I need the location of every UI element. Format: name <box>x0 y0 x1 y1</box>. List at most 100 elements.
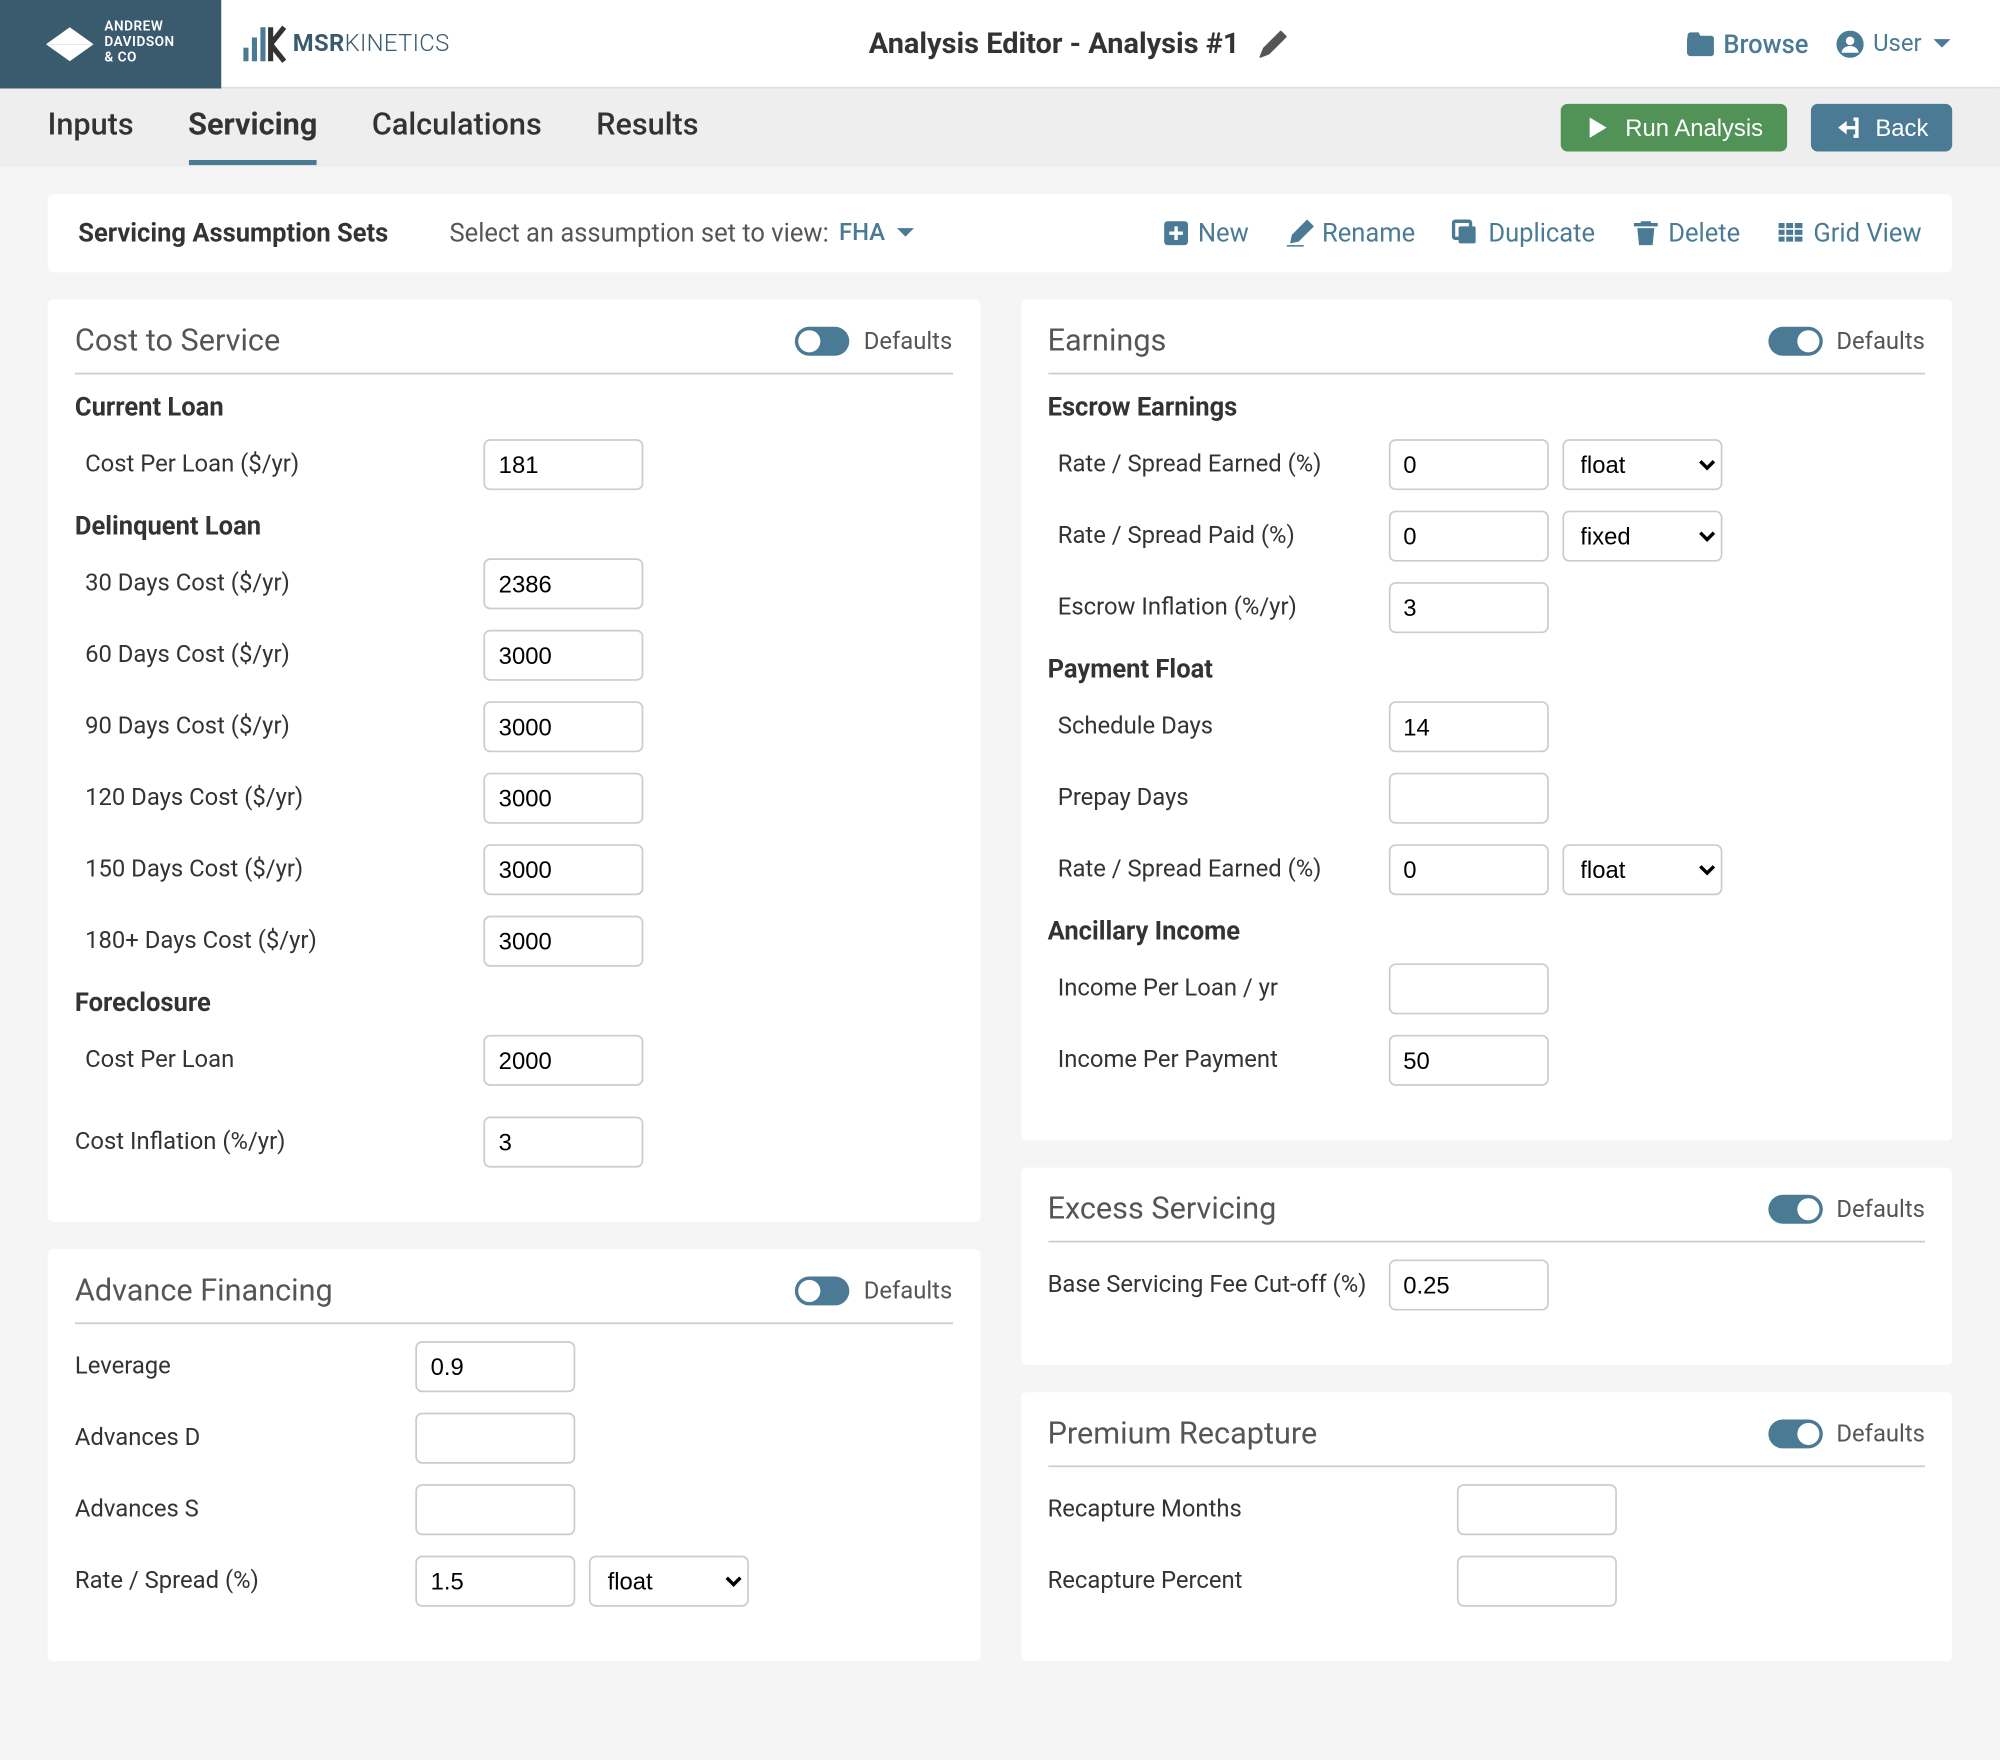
toolbar-actions: New Rename Duplicate Delete Grid View <box>1162 218 1921 249</box>
card-title: Earnings <box>1048 323 1167 359</box>
tab-calculations[interactable]: Calculations <box>372 90 542 165</box>
defaults-toggle[interactable] <box>1768 327 1822 356</box>
grid-view-button[interactable]: Grid View <box>1778 218 1922 249</box>
recapture-months-input[interactable] <box>1456 1484 1616 1535</box>
assumption-select[interactable]: FHA <box>839 220 916 247</box>
recapture-months-label: Recapture Months <box>1048 1496 1456 1523</box>
defaults-label: Defaults <box>864 328 953 355</box>
premium-recapture-card: Premium Recapture Defaults Recapture Mon… <box>1020 1392 1952 1661</box>
inc-pay-input[interactable] <box>1388 1035 1548 1086</box>
d180-label: 180+ Days Cost ($/yr) <box>75 928 483 955</box>
advances-s-input[interactable] <box>415 1484 575 1535</box>
rename-button[interactable]: Rename <box>1286 218 1415 249</box>
defaults-toggle[interactable] <box>796 327 850 356</box>
tab-servicing[interactable]: Servicing <box>188 90 317 165</box>
play-icon <box>1584 114 1611 141</box>
trash-icon <box>1633 220 1660 247</box>
cost-per-loan-label: Cost Per Loan ($/yr) <box>75 451 483 478</box>
card-title: Premium Recapture <box>1048 1416 1318 1452</box>
escrow-earned-type-select[interactable]: float fixed <box>1562 439 1722 490</box>
new-button[interactable]: New <box>1162 218 1249 249</box>
edit-icon[interactable] <box>1260 30 1287 57</box>
tab-results[interactable]: Results <box>596 90 698 165</box>
browse-link[interactable]: Browse <box>1686 28 1809 59</box>
escrow-paid-type-select[interactable]: fixed float <box>1562 511 1722 562</box>
d150-input[interactable] <box>483 844 643 895</box>
pf-earned-type-select[interactable]: float fixed <box>1562 844 1722 895</box>
escrow-infl-label: Escrow Inflation (%/yr) <box>1048 594 1388 621</box>
chevron-down-icon <box>1932 37 1952 51</box>
user-menu[interactable]: User <box>1836 30 1953 57</box>
columns: Cost to Service Defaults Current Loan Co… <box>48 300 1953 1662</box>
advances-d-input[interactable] <box>415 1413 575 1464</box>
recapture-percent-input[interactable] <box>1456 1556 1616 1607</box>
plus-square-icon <box>1162 220 1189 247</box>
d180-input[interactable] <box>483 916 643 967</box>
inc-loan-input[interactable] <box>1388 963 1548 1014</box>
d120-label: 120 Days Cost ($/yr) <box>75 785 483 812</box>
card-title: Cost to Service <box>75 323 280 359</box>
card-title: Excess Servicing <box>1048 1191 1277 1227</box>
user-icon <box>1836 30 1863 57</box>
section-delinquent: Delinquent Loan <box>75 511 952 542</box>
diamond-icon <box>47 26 95 60</box>
delete-button[interactable]: Delete <box>1633 218 1741 249</box>
chevron-down-icon <box>895 226 915 240</box>
cost-inflation-input[interactable] <box>483 1117 643 1168</box>
defaults-toggle[interactable] <box>1768 1195 1822 1224</box>
escrow-earned-input[interactable] <box>1388 439 1548 490</box>
duplicate-button[interactable]: Duplicate <box>1453 218 1595 249</box>
d60-label: 60 Days Cost ($/yr) <box>75 642 483 669</box>
section-foreclosure: Foreclosure <box>75 987 952 1018</box>
brand-text-msr: MSRKINETICS <box>293 30 450 57</box>
d60-input[interactable] <box>483 630 643 681</box>
copy-icon <box>1453 220 1480 247</box>
app-header: ANDREW DAVIDSON & CO MSRKINETICS Analysi… <box>0 0 2000 89</box>
pf-earned-input[interactable] <box>1388 844 1548 895</box>
base-fee-input[interactable] <box>1388 1259 1548 1310</box>
header-actions: Browse User <box>1686 28 2000 59</box>
d90-input[interactable] <box>483 701 643 752</box>
escrow-earned-label: Rate / Spread Earned (%) <box>1048 451 1388 478</box>
back-button[interactable]: Back <box>1811 104 1952 152</box>
defaults-toggle[interactable] <box>1768 1419 1822 1448</box>
escrow-paid-label: Rate / Spread Paid (%) <box>1048 523 1388 550</box>
d30-input[interactable] <box>483 558 643 609</box>
prepay-days-label: Prepay Days <box>1048 785 1388 812</box>
brand-logo-msr: MSRKINETICS <box>221 23 470 64</box>
page-title: Analysis Editor - Analysis #1 <box>869 26 1240 60</box>
adv-rate-input[interactable] <box>415 1556 575 1607</box>
run-analysis-button[interactable]: Run Analysis <box>1561 104 1787 152</box>
adv-rate-type-select[interactable]: float fixed <box>589 1556 749 1607</box>
prepay-days-input[interactable] <box>1388 773 1548 824</box>
inc-pay-label: Income Per Payment <box>1048 1047 1388 1074</box>
d120-input[interactable] <box>483 773 643 824</box>
logo-block: ANDREW DAVIDSON & CO MSRKINETICS <box>0 0 470 88</box>
escrow-paid-input[interactable] <box>1388 511 1548 562</box>
inc-loan-label: Income Per Loan / yr <box>1048 975 1388 1002</box>
leverage-input[interactable] <box>415 1341 575 1392</box>
tabs-actions: Run Analysis Back <box>1561 104 1953 152</box>
excess-servicing-card: Excess Servicing Defaults Base Servicing… <box>1020 1168 1952 1365</box>
cost-inflation-label: Cost Inflation (%/yr) <box>75 1128 483 1155</box>
d150-label: 150 Days Cost ($/yr) <box>75 856 483 883</box>
main-tabs: Inputs Servicing Calculations Results <box>48 90 699 165</box>
defaults-toggle[interactable] <box>796 1277 850 1306</box>
tab-inputs[interactable]: Inputs <box>48 90 134 165</box>
cost-per-loan-input[interactable] <box>483 439 643 490</box>
base-fee-label: Base Servicing Fee Cut-off (%) <box>1048 1271 1388 1298</box>
defaults-label: Defaults <box>1836 1196 1925 1223</box>
defaults-label: Defaults <box>1836 328 1925 355</box>
pen-icon <box>1286 220 1313 247</box>
toolbar-title: Servicing Assumption Sets <box>78 218 388 249</box>
sched-days-input[interactable] <box>1388 701 1548 752</box>
brand-logo-ad: ANDREW DAVIDSON & CO <box>0 0 221 88</box>
pf-earned-label: Rate / Spread Earned (%) <box>1048 856 1388 883</box>
leverage-label: Leverage <box>75 1353 415 1380</box>
d30-label: 30 Days Cost ($/yr) <box>75 570 483 597</box>
brand-text-ad: ANDREW DAVIDSON & CO <box>104 21 174 66</box>
fc-cost-input[interactable] <box>483 1035 643 1086</box>
page-title-wrap: Analysis Editor - Analysis #1 <box>470 26 1686 60</box>
toolbar-select-label: Select an assumption set to view: <box>450 218 829 249</box>
escrow-infl-input[interactable] <box>1388 582 1548 633</box>
